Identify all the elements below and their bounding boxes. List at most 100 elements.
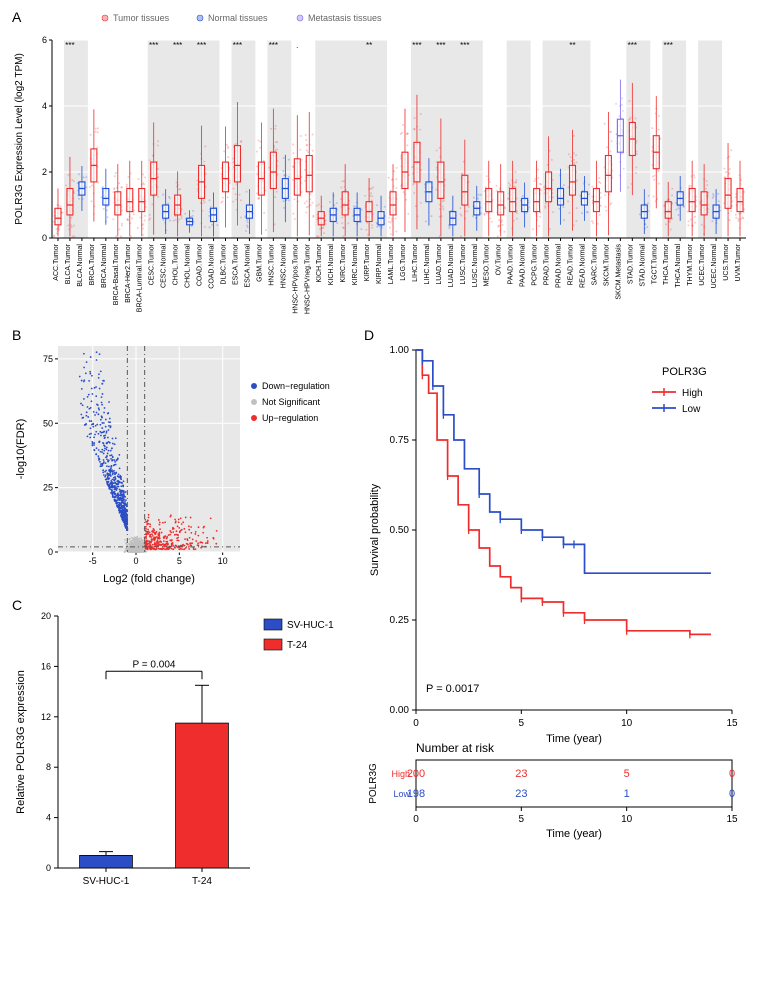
svg-text:***: *** [628, 41, 637, 50]
svg-text:LUSC.Tumor: LUSC.Tumor [460, 243, 467, 284]
svg-text:Down−regulation: Down−regulation [262, 381, 330, 391]
svg-text:SKCM.Metastasis: SKCM.Metastasis [615, 244, 622, 300]
svg-text:LAML.Tumor: LAML.Tumor [388, 243, 395, 284]
svg-text:D: D [364, 328, 374, 343]
svg-text:0: 0 [729, 768, 735, 780]
svg-text:-5: -5 [89, 556, 97, 566]
svg-text:200: 200 [407, 768, 425, 780]
svg-text:Up−regulation: Up−regulation [262, 413, 318, 423]
bar-chart: C 0 4 8 12 16 20 Relative POLR3G expression SV-H… [10, 598, 350, 898]
svg-text:DLBC.Tumor: DLBC.Tumor [221, 243, 228, 284]
panel-b: B-505100255075Log2 (fold change)-log10(F… [10, 328, 350, 588]
svg-text:ESCA.Tumor: ESCA.Tumor [232, 243, 239, 285]
svg-text:SV-HUC-1: SV-HUC-1 [287, 620, 334, 631]
svg-text:BRCA.Normal: BRCA.Normal [101, 244, 108, 288]
svg-text:23: 23 [515, 788, 527, 800]
svg-text:15: 15 [726, 814, 738, 825]
svg-text:10: 10 [218, 556, 228, 566]
svg-text:1: 1 [624, 788, 630, 800]
svg-text:198: 198 [407, 788, 425, 800]
svg-text:Metastasis tissues: Metastasis tissues [308, 13, 382, 23]
svg-text:High: High [682, 388, 703, 399]
svg-text:SARC.Tumor: SARC.Tumor [591, 243, 598, 285]
svg-text:BLCA.Tumor: BLCA.Tumor [65, 243, 72, 284]
svg-text:C: C [12, 598, 22, 613]
svg-text:***: *** [197, 41, 206, 50]
svg-text:0: 0 [48, 547, 53, 557]
svg-text:LUSC.Normal: LUSC.Normal [472, 244, 479, 288]
svg-text:LIHC.Tumor: LIHC.Tumor [412, 243, 419, 282]
svg-text:4: 4 [46, 813, 51, 823]
svg-text:LGG.Tumor: LGG.Tumor [400, 243, 407, 280]
svg-text:**: ** [366, 41, 372, 50]
svg-text:UCS.Tumor: UCS.Tumor [723, 243, 730, 280]
svg-text:Normal tissues: Normal tissues [208, 13, 268, 23]
svg-text:20: 20 [41, 611, 51, 621]
svg-text:GBM.Tumor: GBM.Tumor [256, 243, 263, 282]
svg-text:CHOL.Tumor: CHOL.Tumor [173, 243, 180, 285]
svg-text:Time (year): Time (year) [546, 828, 602, 840]
svg-text:POLR3G: POLR3G [662, 366, 707, 378]
svg-text:15: 15 [726, 718, 738, 729]
svg-text:CHOL.Normal: CHOL.Normal [185, 244, 192, 288]
svg-text:P = 0.004: P = 0.004 [133, 659, 176, 670]
svg-text:0: 0 [133, 556, 138, 566]
svg-text:2: 2 [42, 167, 47, 177]
svg-text:5: 5 [519, 718, 525, 729]
svg-text:0: 0 [729, 788, 735, 800]
svg-text:PAAD.Normal: PAAD.Normal [520, 244, 527, 287]
svg-text:PRAD.Normal: PRAD.Normal [556, 244, 563, 288]
panel-a: ATumor tissuesNormal tissuesMetastasis t… [10, 10, 752, 320]
svg-text:CESC.Tumor: CESC.Tumor [149, 243, 156, 285]
svg-text:KICH.Normal: KICH.Normal [328, 244, 335, 286]
svg-text:-log10(FDR): -log10(FDR) [15, 419, 27, 480]
svg-text:SV-HUC-1: SV-HUC-1 [83, 876, 130, 887]
svg-text:1.00: 1.00 [390, 345, 410, 356]
svg-text:THCA.Tumor: THCA.Tumor [663, 243, 670, 285]
svg-text:COAD.Tumor: COAD.Tumor [197, 243, 204, 286]
svg-text:UCEC.Normal: UCEC.Normal [711, 244, 718, 289]
boxplot-chart: ATumor tissuesNormal tissuesMetastasis t… [10, 10, 752, 320]
svg-text:THYM.Tumor: THYM.Tumor [687, 243, 694, 285]
svg-text:***: *** [664, 41, 673, 50]
svg-text:0: 0 [46, 863, 51, 873]
svg-text:HNSC-HPVneg.Tumor: HNSC-HPVneg.Tumor [304, 243, 311, 314]
svg-text:50: 50 [43, 418, 53, 428]
svg-text:75: 75 [43, 354, 53, 364]
svg-text:T-24: T-24 [192, 876, 212, 887]
svg-text:10: 10 [621, 814, 633, 825]
svg-text:A: A [12, 10, 22, 25]
svg-text:5: 5 [624, 768, 630, 780]
svg-text:LIHC.Normal: LIHC.Normal [424, 244, 431, 285]
svg-text:6: 6 [42, 35, 47, 45]
svg-text:UVM.Tumor: UVM.Tumor [735, 243, 742, 281]
svg-text:0: 0 [413, 814, 419, 825]
svg-text:16: 16 [41, 661, 51, 671]
svg-text:***: *** [173, 41, 182, 50]
svg-text:12: 12 [41, 712, 51, 722]
svg-text:.: . [296, 41, 298, 50]
svg-text:THCA.Normal: THCA.Normal [675, 244, 682, 288]
svg-text:KIRC.Normal: KIRC.Normal [352, 244, 359, 286]
svg-text:***: *** [412, 41, 421, 50]
svg-text:HNSC-HPVpos.Tumor: HNSC-HPVpos.Tumor [292, 243, 299, 313]
svg-text:SKCM.Tumor: SKCM.Tumor [603, 243, 610, 286]
svg-text:KICH.Tumor: KICH.Tumor [316, 243, 323, 282]
svg-text:KIRP.Normal: KIRP.Normal [376, 244, 383, 284]
svg-text:8: 8 [46, 762, 51, 772]
svg-text:LUAD.Normal: LUAD.Normal [448, 244, 455, 288]
svg-text:***: *** [65, 41, 74, 50]
svg-text:**: ** [569, 41, 575, 50]
svg-text:BRCA-Her2.Tumor: BRCA-Her2.Tumor [125, 243, 132, 303]
svg-text:UCEC.Tumor: UCEC.Tumor [699, 243, 706, 285]
svg-text:MESO.Tumor: MESO.Tumor [484, 243, 491, 286]
svg-text:ACC.Tumor: ACC.Tumor [53, 243, 60, 280]
panel-d: D0510150.000.250.500.751.00Time (year)Su… [362, 328, 752, 908]
svg-text:***: *** [460, 41, 469, 50]
svg-text:Relative POLR3G expression: Relative POLR3G expression [15, 670, 27, 814]
svg-text:TGCT.Tumor: TGCT.Tumor [651, 243, 658, 284]
svg-text:OV.Tumor: OV.Tumor [496, 243, 503, 275]
svg-text:Low: Low [682, 404, 701, 415]
svg-text:POLR3G Expression Level (log2: POLR3G Expression Level (log2 TPM) [14, 53, 25, 225]
panel-c: C 0 4 8 12 16 20 Relative POLR3G expression SV-H… [10, 598, 350, 898]
